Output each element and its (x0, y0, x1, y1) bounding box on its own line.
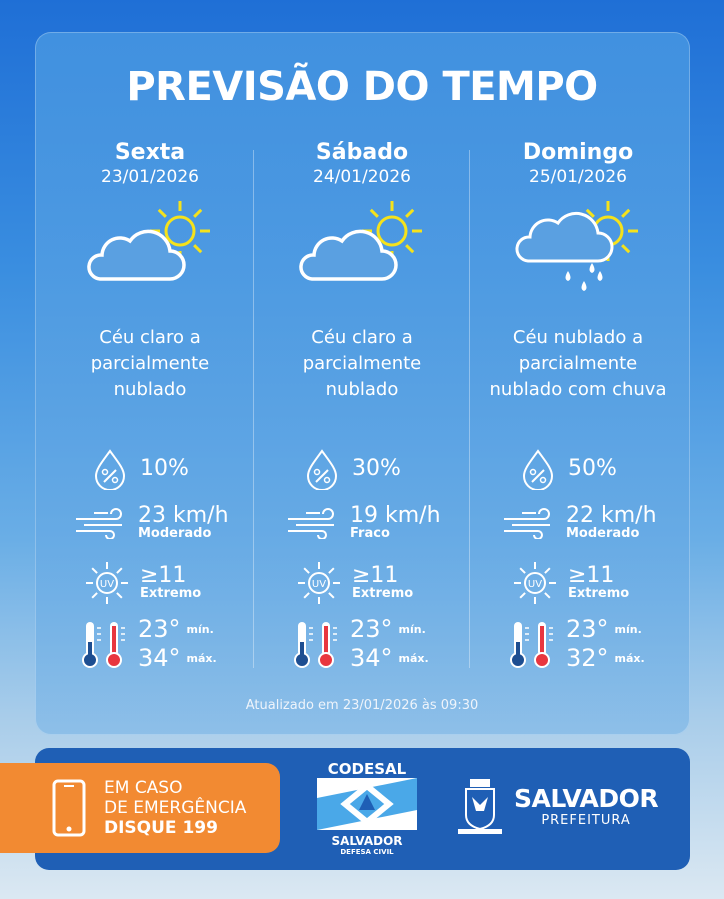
temp-max: 32° (566, 644, 609, 672)
temperature: 23° mín. 34° máx. (80, 615, 217, 673)
description-line: parcialmente (90, 353, 210, 374)
wind-icon (504, 508, 550, 539)
min-label: mín. (398, 623, 426, 636)
rain-percent-icon (522, 449, 554, 490)
prefeitura-city: SALVADOR (514, 784, 659, 813)
forecast-panel (35, 32, 690, 735)
uv-value: ≥11 (140, 563, 187, 588)
temp-min: 23° (350, 615, 393, 643)
wind: 23 km/h Moderado (74, 505, 229, 541)
day-column: Sábado 24/01/2026 Céu claro a parcialment… (254, 140, 470, 405)
rain-chance: 50% (520, 448, 617, 490)
wind: 19 km/h Fraco (286, 505, 441, 541)
coat-of-arms-icon (458, 779, 502, 834)
uv-level: Extremo (352, 586, 414, 601)
wind: 22 km/h Moderado (502, 505, 657, 541)
thermometer-icon (82, 622, 125, 668)
wind-icon (76, 508, 122, 539)
phone-icon (52, 779, 86, 837)
min-label: mín. (614, 623, 642, 636)
emergency-phone: DISQUE 199 (104, 818, 218, 838)
description-line: parcialmente (518, 353, 638, 374)
temperature: 23° mín. 34° máx. (292, 615, 429, 673)
updated-text: Atualizado em 23/01/2026 às 09:30 (245, 698, 479, 713)
temp-max: 34° (350, 644, 393, 672)
rain-chance: 10% (92, 448, 189, 490)
codesal-name: CODESAL (327, 760, 407, 778)
svg-text:UV: UV (312, 579, 326, 590)
thermometer-icon (510, 622, 553, 668)
wind-level: Moderado (566, 526, 640, 541)
emergency-line1: EM CASO (104, 778, 183, 798)
weather-description: Céu nublado a parcialmente nublado com chu… (470, 325, 686, 405)
day-column: Sexta 23/01/2026 Céu claro a parcialmente… (42, 140, 258, 405)
day-date: 23/01/2026 (101, 167, 199, 187)
codesal-city: SALVADOR (331, 834, 403, 848)
uv-sun-icon: UV (514, 562, 556, 604)
rain-value: 30% (352, 456, 401, 481)
min-label: mín. (186, 623, 214, 636)
partly-cloudy-icon (87, 201, 210, 281)
max-label: máx. (398, 652, 429, 665)
rain-value: 50% (568, 456, 617, 481)
temperature: 23° mín. 32° máx. (508, 615, 645, 673)
emergency-box: EM CASO DE EMERGÊNCIA DISQUE 199 (0, 763, 280, 853)
rain-percent-icon (94, 449, 126, 490)
weather-description: Céu claro a parcialmente nublado (42, 325, 258, 405)
description-line: Céu nublado a (512, 327, 644, 348)
wind-speed: 22 km/h (566, 503, 657, 528)
uv-sun-icon: UV (298, 562, 340, 604)
prefeitura-sub: PREFEITURA (541, 813, 631, 828)
description-line: Céu claro a (99, 327, 201, 348)
wind-level: Moderado (138, 526, 212, 541)
temp-min: 23° (566, 615, 609, 643)
uv-index: UV ≥11 Extremo (512, 560, 629, 606)
codesal-logo: CODESAL SALVADOR DEFESA CIVIL (312, 760, 422, 856)
emergency-line2: DE EMERGÊNCIA (104, 798, 247, 818)
cloud-rain-sun-icon (515, 201, 638, 291)
day-name: Sexta (114, 140, 186, 165)
uv-value: ≥11 (568, 563, 615, 588)
wind-icon (288, 508, 334, 539)
description-line: Céu claro a (311, 327, 413, 348)
codesal-emblem-icon (317, 778, 417, 830)
rain-percent-icon (306, 449, 338, 490)
codesal-sub: DEFESA CIVIL (340, 848, 394, 856)
partly-cloudy-icon (299, 201, 422, 281)
wind-level: Fraco (350, 526, 390, 541)
wind-speed: 23 km/h (138, 503, 229, 528)
description-line: nublado com chuva (489, 379, 667, 400)
day-date: 25/01/2026 (529, 167, 627, 187)
weather-description: Céu claro a parcialmente nublado (254, 325, 470, 405)
day-date: 24/01/2026 (313, 167, 411, 187)
thermometer-icon (294, 622, 337, 668)
description-line: nublado (325, 379, 399, 400)
rain-chance: 30% (304, 448, 401, 490)
description-line: parcialmente (302, 353, 422, 374)
max-label: máx. (614, 652, 645, 665)
day-name: Domingo (522, 140, 634, 165)
uv-value: ≥11 (352, 563, 399, 588)
max-label: máx. (186, 652, 217, 665)
divider (469, 150, 470, 668)
temp-min: 23° (138, 615, 181, 643)
day-name: Sábado (315, 140, 409, 165)
uv-sun-icon: UV (86, 562, 128, 604)
svg-text:UV: UV (100, 579, 114, 590)
description-line: nublado (113, 379, 187, 400)
uv-index: UV ≥11 Extremo (84, 560, 201, 606)
uv-level: Extremo (568, 586, 630, 601)
prefeitura-logo: SALVADOR PREFEITURA (514, 784, 659, 828)
uv-index: UV ≥11 Extremo (296, 560, 413, 606)
temp-max: 34° (138, 644, 181, 672)
divider (253, 150, 254, 668)
wind-speed: 19 km/h (350, 503, 441, 528)
uv-level: Extremo (140, 586, 202, 601)
svg-text:UV: UV (528, 579, 542, 590)
page-title: PREVISÃO DO TEMPO (126, 64, 598, 110)
rain-value: 10% (140, 456, 189, 481)
day-column: Domingo 25/01/2026 Céu nublado a parcialm… (470, 140, 686, 405)
